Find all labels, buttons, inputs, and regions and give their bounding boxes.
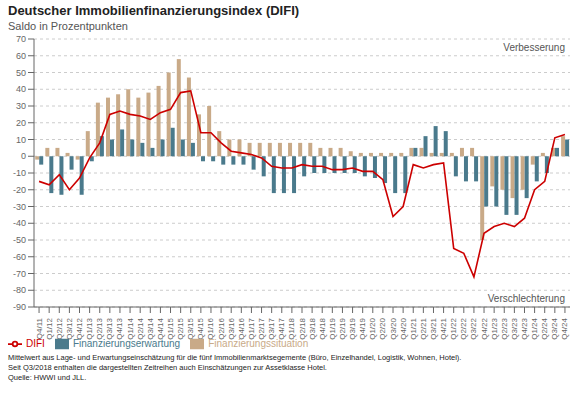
svg-text:Q1/17: Q1/17 bbox=[247, 317, 256, 339]
svg-text:Q3/13: Q3/13 bbox=[105, 317, 114, 339]
svg-text:Q4/11: Q4/11 bbox=[35, 317, 44, 339]
svg-text:-30: -30 bbox=[13, 202, 26, 212]
svg-text:Q1/18: Q1/18 bbox=[287, 317, 296, 339]
svg-text:Q1/16: Q1/16 bbox=[206, 317, 215, 339]
svg-text:Q2/12: Q2/12 bbox=[55, 317, 64, 339]
svg-text:Q4/24: Q4/24 bbox=[560, 317, 569, 339]
svg-text:-40: -40 bbox=[13, 218, 26, 228]
svg-text:Q4/19: Q4/19 bbox=[358, 317, 367, 339]
svg-text:0: 0 bbox=[21, 151, 26, 161]
svg-text:Q3/12: Q3/12 bbox=[65, 317, 74, 339]
svg-text:40: 40 bbox=[16, 84, 26, 94]
svg-text:Q3/24: Q3/24 bbox=[550, 317, 559, 339]
svg-text:50: 50 bbox=[16, 68, 26, 78]
svg-text:Q3/22: Q3/22 bbox=[469, 317, 478, 339]
svg-text:-10: -10 bbox=[13, 168, 26, 178]
svg-text:Q4/15: Q4/15 bbox=[196, 317, 205, 339]
svg-text:-60: -60 bbox=[13, 252, 26, 262]
svg-text:Q1/21: Q1/21 bbox=[409, 317, 418, 339]
svg-text:Q4/23: Q4/23 bbox=[520, 317, 529, 339]
svg-text:Q3/17: Q3/17 bbox=[267, 317, 276, 339]
svg-text:Q3/23: Q3/23 bbox=[510, 317, 519, 339]
svg-text:Q2/17: Q2/17 bbox=[257, 317, 266, 339]
svg-text:Q4/18: Q4/18 bbox=[318, 317, 327, 339]
svg-text:Q2/19: Q2/19 bbox=[338, 317, 347, 339]
svg-text:Q2/13: Q2/13 bbox=[95, 317, 104, 339]
svg-text:Q2/21: Q2/21 bbox=[419, 317, 428, 339]
svg-text:Q2/15: Q2/15 bbox=[176, 317, 185, 339]
svg-text:Q3/18: Q3/18 bbox=[308, 317, 317, 339]
svg-text:Q1/23: Q1/23 bbox=[490, 317, 499, 339]
svg-text:Q4/13: Q4/13 bbox=[115, 317, 124, 339]
svg-text:Q2/22: Q2/22 bbox=[459, 317, 468, 339]
svg-text:Q3/21: Q3/21 bbox=[429, 317, 438, 339]
svg-text:Q2/16: Q2/16 bbox=[217, 317, 226, 339]
svg-text:-80: -80 bbox=[13, 285, 26, 295]
svg-text:60: 60 bbox=[16, 51, 26, 61]
svg-text:Q2/14: Q2/14 bbox=[136, 317, 145, 339]
html-text:Seit Q3/2018 enthalten die dar: Seit Q3/2018 enthalten die dargestellten… bbox=[8, 363, 327, 372]
svg-text:Q4/14: Q4/14 bbox=[156, 317, 165, 339]
svg-text:Q1/19: Q1/19 bbox=[328, 317, 337, 339]
svg-text:-70: -70 bbox=[13, 269, 26, 279]
svg-text:Q4/17: Q4/17 bbox=[277, 317, 286, 339]
html-text:Finanzierungserwartung: Finanzierungserwartung bbox=[72, 337, 181, 349]
svg-text:Q2/18: Q2/18 bbox=[298, 317, 307, 339]
svg-text:Q2/20: Q2/20 bbox=[378, 317, 387, 339]
svg-text:Q3/16: Q3/16 bbox=[227, 317, 236, 339]
svg-text:Q1/24: Q1/24 bbox=[530, 317, 539, 339]
svg-text:-20: -20 bbox=[13, 185, 26, 195]
html-text:Saldo in Prozentpunkten: Saldo in Prozentpunkten bbox=[8, 20, 128, 32]
svg-text:10: 10 bbox=[16, 135, 26, 145]
svg-text:30: 30 bbox=[16, 101, 26, 111]
svg-text:Q4/12: Q4/12 bbox=[75, 317, 84, 339]
svg-text:Q3/20: Q3/20 bbox=[389, 317, 398, 339]
svg-text:Q4/16: Q4/16 bbox=[237, 317, 246, 339]
svg-text:70: 70 bbox=[16, 34, 26, 44]
svg-text:Q3/15: Q3/15 bbox=[186, 317, 195, 339]
svg-text:Verbesserung: Verbesserung bbox=[503, 42, 565, 53]
svg-text:-50: -50 bbox=[13, 235, 26, 245]
svg-text:Q2/23: Q2/23 bbox=[500, 317, 509, 339]
svg-text:Q4/22: Q4/22 bbox=[480, 317, 489, 339]
svg-text:Q3/14: Q3/14 bbox=[146, 317, 155, 339]
html-text:Finanzierungssituation: Finanzierungssituation bbox=[208, 337, 309, 349]
svg-text:Q1/14: Q1/14 bbox=[126, 317, 135, 339]
svg-text:Q1/22: Q1/22 bbox=[449, 317, 458, 339]
html-text:Mittelwert aus Lage- und Erwar: Mittelwert aus Lage- und Erwartungseinsc… bbox=[8, 353, 462, 362]
html-text:Quelle: HWWI und JLL.: Quelle: HWWI und JLL. bbox=[8, 373, 87, 382]
html-text:DIFI: DIFI bbox=[26, 337, 45, 349]
svg-text:Q3/19: Q3/19 bbox=[348, 317, 357, 339]
html-text:Deutscher Immobilienfinanzieru: Deutscher Immobilienfinanzierungsindex (… bbox=[8, 3, 300, 18]
svg-text:Q4/20: Q4/20 bbox=[399, 317, 408, 339]
svg-text:Q4/21: Q4/21 bbox=[439, 317, 448, 339]
svg-text:Q2/24: Q2/24 bbox=[540, 317, 549, 339]
svg-text:Q1/20: Q1/20 bbox=[368, 317, 377, 339]
svg-text:Q1/13: Q1/13 bbox=[85, 317, 94, 339]
svg-text:Q1/12: Q1/12 bbox=[45, 317, 54, 339]
svg-text:Q1/15: Q1/15 bbox=[166, 317, 175, 339]
svg-text:-90: -90 bbox=[13, 302, 26, 312]
svg-text:20: 20 bbox=[16, 118, 26, 128]
svg-text:Verschlechterung: Verschlechterung bbox=[488, 293, 565, 304]
